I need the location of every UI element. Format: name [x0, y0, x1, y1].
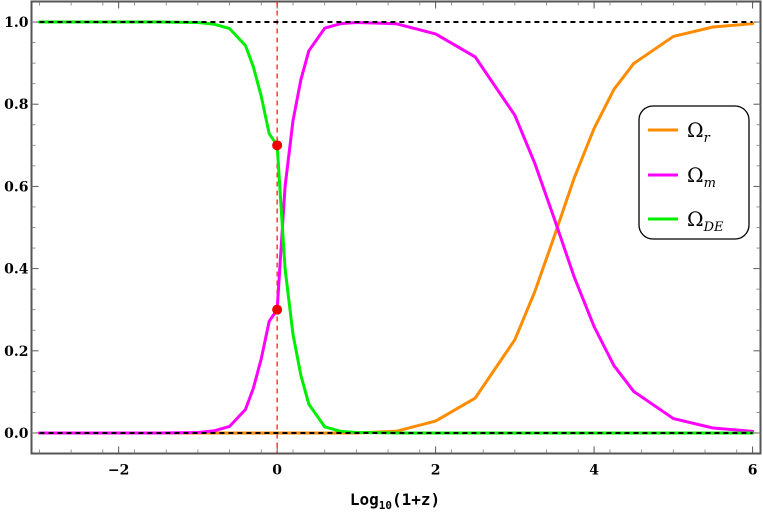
x-tick-label: 6 — [748, 463, 758, 479]
data-point-marker — [272, 304, 283, 315]
series-layer — [37, 20, 755, 435]
x-tick-label: 2 — [431, 463, 441, 479]
tick-labels: −2 0 2 4 6 0.0 0.2 0.4 0.6 0.8 1.0 — [4, 15, 757, 478]
legend-entry-label: Ωm — [687, 163, 716, 191]
series-line-r — [37, 22, 755, 435]
x-axis-title: Log10(1+z) — [350, 490, 440, 512]
axis-ticks — [31, 1, 761, 454]
y-tick-label: 1.0 — [4, 15, 29, 31]
series-line-m — [37, 20, 755, 435]
x-tick-label: 0 — [272, 463, 282, 479]
legend: Ωr Ωm ΩDE — [638, 105, 750, 240]
legend-entry-label: Ωr — [687, 118, 711, 146]
y-tick-label: 0.6 — [4, 179, 28, 195]
legend-entry-label: ΩDE — [687, 207, 724, 235]
y-tick-label: 0.0 — [4, 426, 29, 442]
y-tick-label: 0.2 — [4, 344, 28, 360]
legend-box — [638, 105, 750, 240]
marker-layer — [272, 140, 283, 315]
x-tick-label: 4 — [589, 463, 599, 479]
x-tick-label: −2 — [108, 463, 129, 479]
data-point-marker — [272, 140, 283, 151]
y-tick-label: 0.4 — [4, 262, 29, 278]
y-tick-label: 0.8 — [4, 97, 28, 113]
